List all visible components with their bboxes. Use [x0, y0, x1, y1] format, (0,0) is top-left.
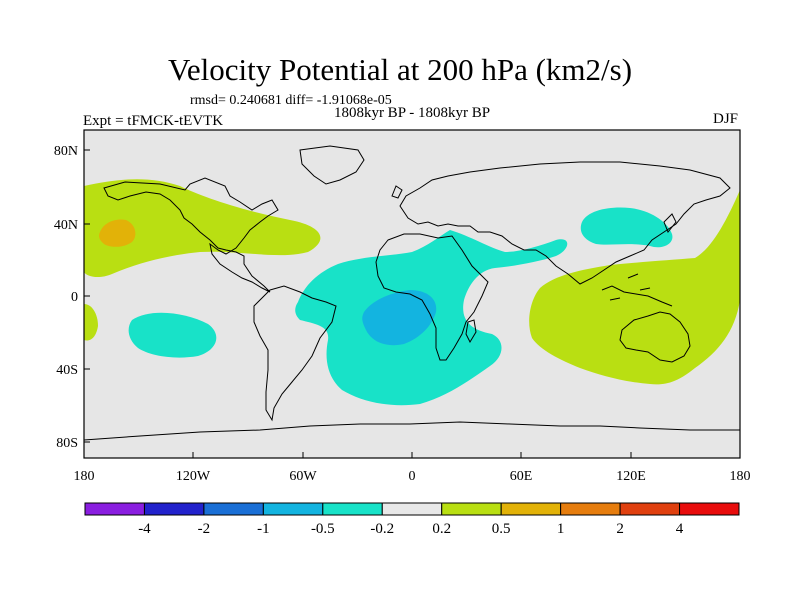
plot-title: Velocity Potential at 200 hPa (km2/s)	[167, 52, 633, 87]
colorbar-label: 2	[616, 521, 624, 537]
contour-pos-north-pacific	[84, 179, 321, 278]
colorbar-box	[203, 502, 264, 516]
latitude-axis: 80N 40N 0 40S 80S	[54, 144, 90, 451]
contour-neg-east-asia	[580, 207, 673, 248]
longitude-axis: 180 120W 60W 0 60E 120E 180	[74, 452, 751, 484]
colorbar-box	[143, 502, 205, 516]
coastline-africa	[375, 233, 489, 361]
lat-label-80n: 80N	[54, 144, 78, 159]
colorbar-box	[322, 502, 383, 516]
coastline-south-america	[253, 285, 337, 422]
colorbar-box	[560, 502, 621, 516]
lon-label-120e: 120E	[616, 469, 646, 484]
coastlines	[84, 145, 740, 441]
colorbar-label: 0.2	[432, 521, 451, 537]
colorbar-box	[619, 502, 681, 516]
lon-label-0: 0	[409, 469, 416, 484]
colorbar-box	[441, 502, 502, 516]
colorbar-box	[500, 502, 562, 516]
coastline-north-america	[103, 177, 279, 293]
lat-label-80s: 80S	[56, 436, 78, 451]
lat-label-40s: 40S	[56, 363, 78, 378]
colorbar: -4 -2 -1 -0.5 -0.2 0.2 0.5 1 2 4	[84, 502, 740, 537]
colorbar-label: -0.5	[311, 521, 335, 537]
contour-neg-central-core	[362, 290, 437, 346]
colorbar-box	[84, 502, 145, 516]
lon-label-60w: 60W	[289, 469, 317, 484]
season-label: DJF	[713, 111, 739, 127]
coastline-uk	[391, 185, 403, 199]
colorbar-box	[381, 502, 443, 516]
coastline-antarctica	[84, 421, 740, 441]
coastline-greenland	[299, 145, 365, 185]
stats-text: rmsd= 0.240681 diff= -1.91068e-05	[190, 93, 392, 108]
coastline-maritime-continent	[601, 273, 673, 307]
lon-label-60e: 60E	[510, 469, 533, 484]
colorbar-label: 0.5	[492, 521, 511, 537]
coastline-australia	[619, 311, 691, 363]
colorbar-label: -2	[198, 521, 211, 537]
colorbar-label: 4	[676, 521, 684, 537]
coastline-japan	[663, 213, 677, 233]
lon-label-180w: 180	[74, 469, 95, 484]
period-label: 1808kyr BP - 1808kyr BP	[333, 105, 491, 121]
contour-pos-east-pacific	[84, 304, 98, 341]
contour-pos-indo-pacific	[529, 190, 740, 385]
colorbar-label: 1	[557, 521, 565, 537]
contour-pos-mid-pacific-core	[99, 219, 136, 247]
lat-label-40n: 40N	[54, 218, 78, 233]
colorbar-box	[262, 502, 324, 516]
lon-label-120w: 120W	[176, 469, 211, 484]
lon-label-180e: 180	[730, 469, 751, 484]
colorbar-label: -1	[257, 521, 270, 537]
colorbar-box	[679, 502, 740, 516]
colorbar-label: -4	[138, 521, 151, 537]
lat-label-eq: 0	[71, 290, 78, 305]
coastline-europe-asia	[399, 161, 731, 285]
contour-neg-south-pacific	[128, 312, 217, 358]
coastline-madagascar	[465, 319, 477, 344]
colorbar-label: -0.2	[370, 521, 394, 537]
experiment-label: Expt = tFMCK-tEVTK	[83, 113, 224, 129]
